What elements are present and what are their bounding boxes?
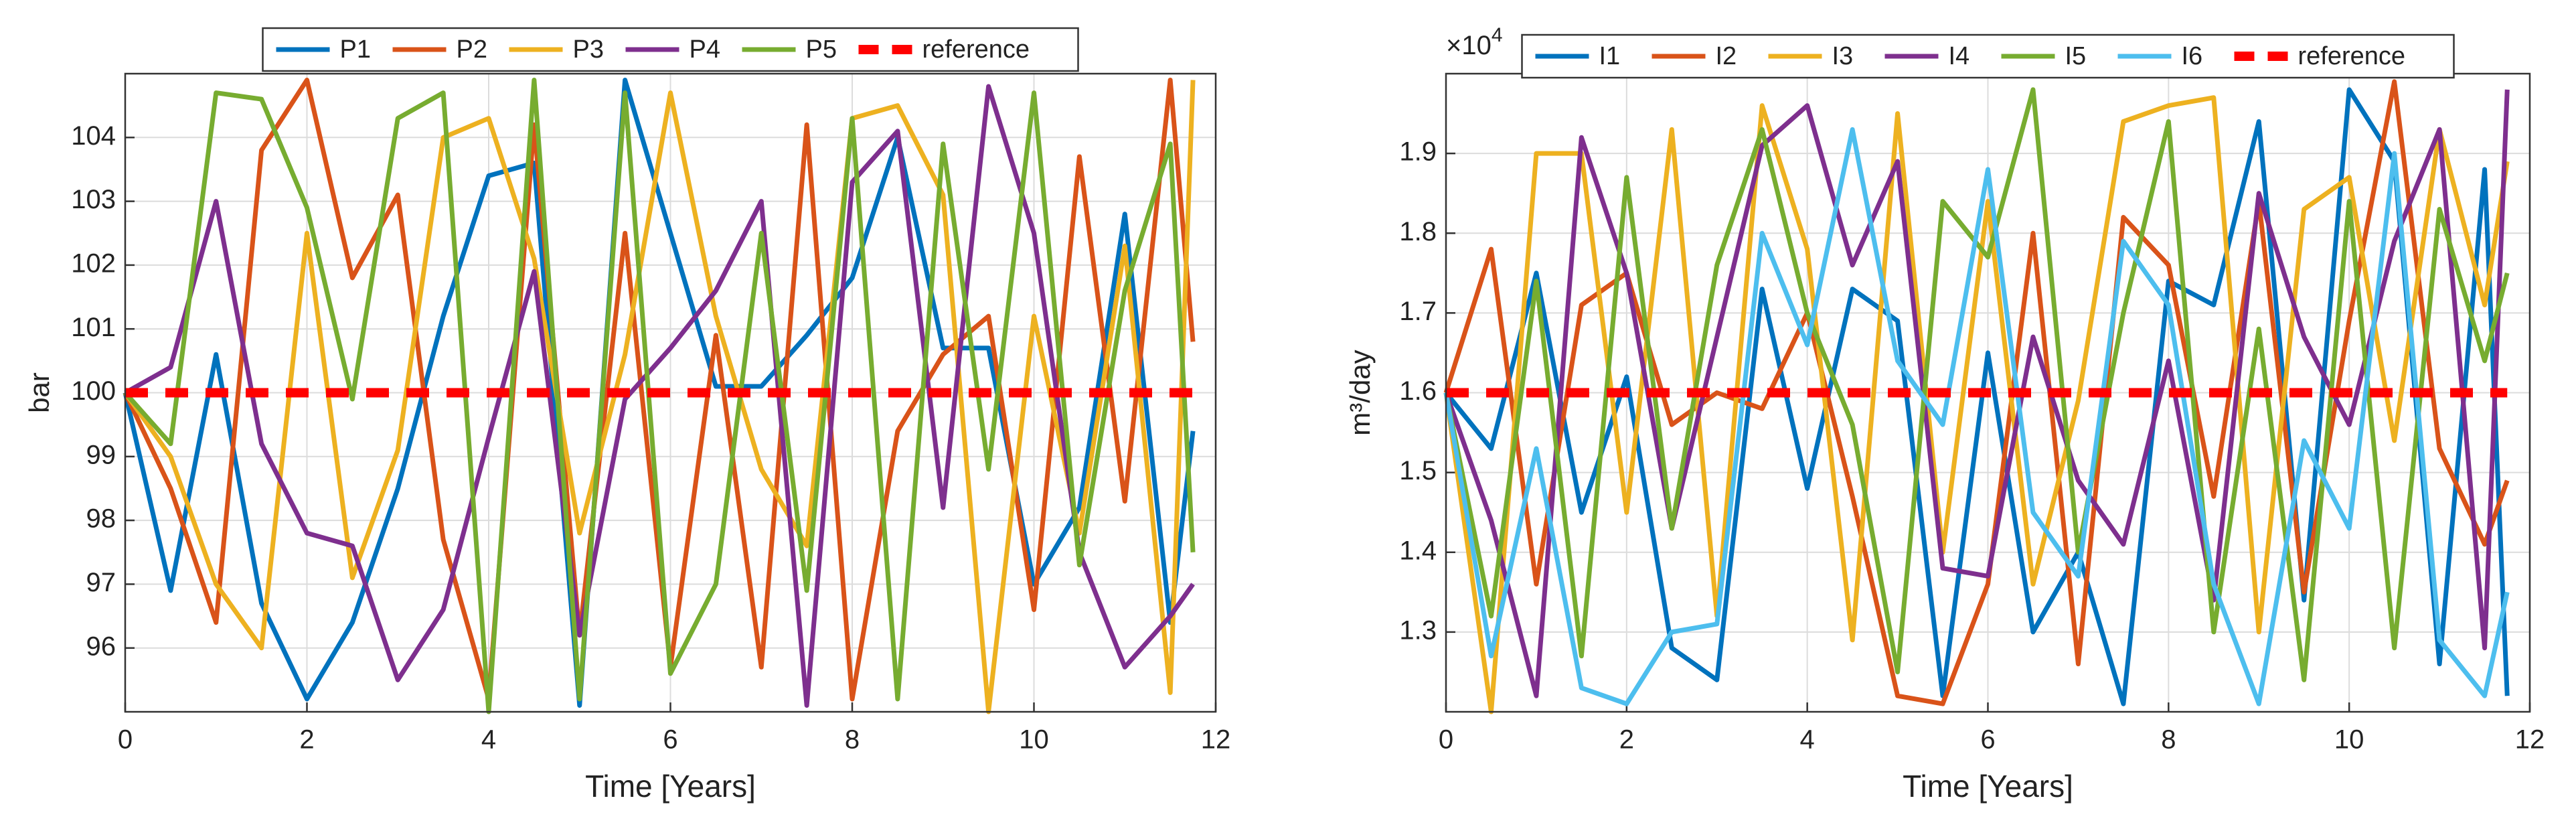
legend-label: P2: [457, 35, 487, 64]
legend-label: I3: [1832, 42, 1854, 70]
y-tick-label: 97: [86, 568, 116, 597]
x-tick-label: 8: [2161, 725, 2176, 755]
y-tick-label: 100: [71, 376, 116, 406]
series-group: [123, 78, 1196, 714]
x-axis-label: Time [Years]: [585, 769, 756, 804]
series-line: [124, 84, 1195, 708]
y-tick-label: 96: [86, 631, 116, 661]
legend-label: I1: [1599, 42, 1621, 70]
legend-label: I2: [1716, 42, 1737, 70]
series-line: [1443, 127, 2510, 706]
x-tick-label: 2: [299, 725, 314, 755]
x-tick-label: 10: [1019, 725, 1049, 755]
y-tick-label: 1.3: [1399, 615, 1437, 645]
series-line: [123, 80, 1196, 714]
x-tick-label: 4: [1800, 725, 1815, 755]
y-axis-label: m³/day: [1344, 350, 1376, 435]
y-tick-label: 1.6: [1399, 376, 1437, 406]
series-line: [1443, 95, 2510, 714]
x-tick-label: 4: [481, 725, 496, 755]
legend-label: I5: [2065, 42, 2087, 70]
axes-box: [124, 72, 1217, 713]
series-line: [123, 78, 1196, 714]
y-tick-label: 1.8: [1399, 217, 1437, 246]
legend: I1 I2 I3 I4 I5 I6 reference: [1521, 33, 2455, 79]
series-line: [1443, 89, 2510, 698]
series-group: [1443, 79, 2510, 714]
legend: P1 P2 P3 P4 P5 reference: [262, 27, 1079, 72]
x-tick-label: 10: [2334, 725, 2364, 755]
y-tick-label: 104: [71, 121, 116, 151]
x-tick-label: 0: [1439, 725, 1453, 755]
series-line: [123, 78, 1196, 708]
x-tick-label: 12: [1201, 725, 1231, 755]
y-tick-label: 1.5: [1399, 456, 1437, 485]
x-tick-label: 0: [118, 725, 133, 755]
y-axis-label: bar: [23, 372, 55, 413]
series-line: [1444, 87, 2510, 706]
legend-label: I6: [2182, 42, 2203, 70]
y-tick-label: 98: [86, 504, 116, 534]
legend-label: I4: [1949, 42, 1970, 70]
y-tick-label: 1.9: [1399, 137, 1437, 167]
legend-label: reference: [2298, 42, 2406, 70]
y-tick-label: 101: [71, 313, 116, 342]
y-tick-label: 1.7: [1399, 297, 1437, 326]
x-tick-label: 6: [1980, 725, 1995, 755]
multiplier-base: ×10: [1446, 31, 1492, 60]
y-tick-label: 99: [86, 440, 116, 469]
y-tick-label: 102: [71, 248, 116, 278]
legend-label: P1: [340, 35, 371, 64]
x-tick-label: 6: [663, 725, 677, 755]
x-tick-label: 8: [845, 725, 860, 755]
multiplier-exponent: 4: [1492, 24, 1503, 46]
x-tick-label: 12: [2515, 725, 2545, 755]
x-axis-label: Time [Years]: [1903, 769, 2073, 804]
y-tick-label: 103: [71, 185, 116, 214]
x-tick-label: 2: [1619, 725, 1634, 755]
y-tick-label: 1.4: [1399, 536, 1437, 565]
series-line: [1443, 87, 2510, 682]
legend-label: P5: [806, 35, 837, 64]
y-multiplier: ×104: [1446, 24, 1503, 60]
legend-label: P4: [690, 35, 720, 64]
legend-label: P3: [573, 35, 604, 64]
legend-label: reference: [922, 35, 1030, 64]
